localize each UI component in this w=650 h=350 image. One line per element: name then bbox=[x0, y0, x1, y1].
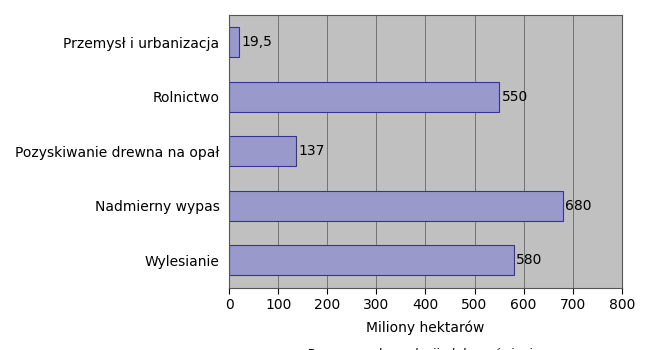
Text: 550: 550 bbox=[502, 90, 528, 104]
X-axis label: Miliony hektarów: Miliony hektarów bbox=[366, 321, 485, 335]
Bar bbox=[229, 82, 499, 112]
Text: 137: 137 bbox=[299, 145, 325, 159]
Text: 19,5: 19,5 bbox=[241, 35, 272, 49]
Bar bbox=[229, 191, 563, 221]
Text: 680: 680 bbox=[566, 199, 592, 213]
Bar bbox=[229, 136, 296, 166]
Text: Przyczyny degradacji gleb na świecie.: Przyczyny degradacji gleb na świecie. bbox=[307, 348, 544, 350]
Text: 580: 580 bbox=[516, 253, 543, 267]
Bar bbox=[229, 27, 239, 57]
Bar bbox=[229, 245, 514, 275]
